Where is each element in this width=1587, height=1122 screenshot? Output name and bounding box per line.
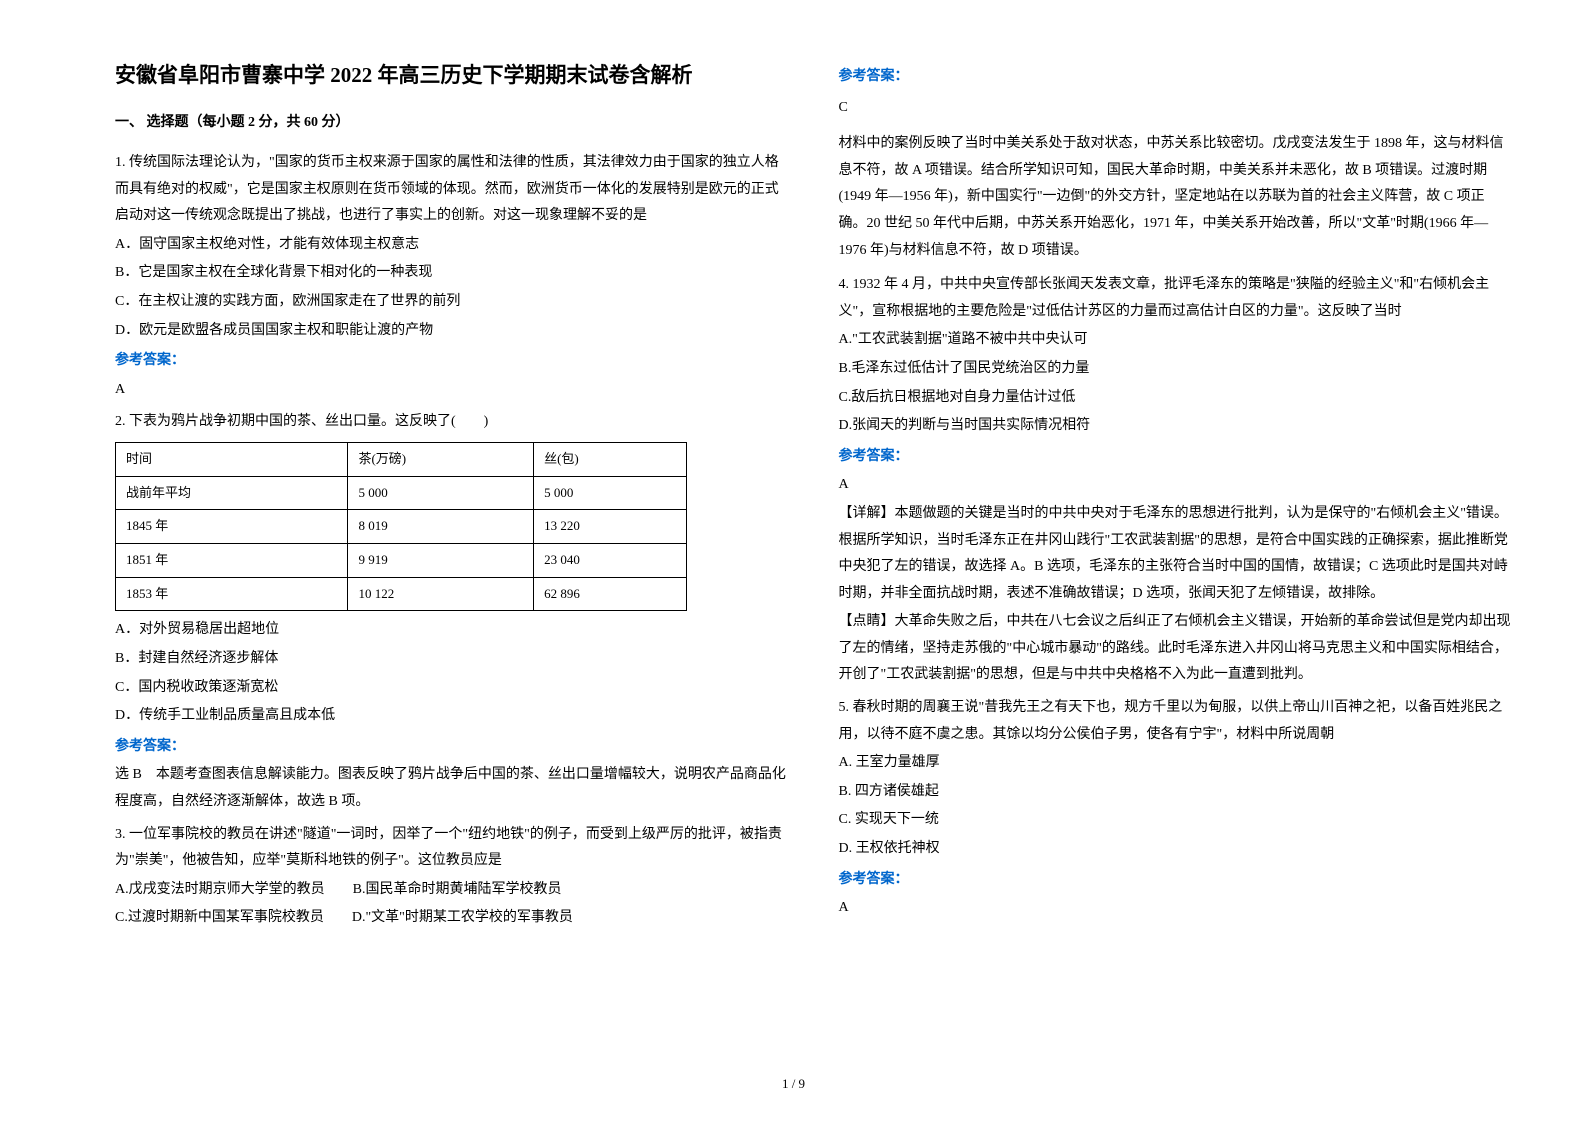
table-row: 战前年平均 5 000 5 000 bbox=[116, 476, 687, 510]
table-cell: 23 040 bbox=[534, 544, 687, 578]
q4-stem: 4. 1932 年 4 月，中共中央宣传部长张闻天发表文章，批评毛泽东的策略是"… bbox=[839, 272, 1513, 325]
table-cell: 1851 年 bbox=[116, 544, 348, 578]
page-number: 1 / 9 bbox=[782, 1072, 805, 1097]
table-cell: 茶(万磅) bbox=[348, 443, 534, 477]
right-column: 参考答案： C 材料中的案例反映了当时中美关系处于敌对状态，中苏关系比较密切。戊… bbox=[814, 60, 1538, 1082]
q4-opt-a: A."工农武装割据"道路不被中共中央认可 bbox=[839, 327, 1513, 354]
q5-opt-a: A. 王室力量雄厚 bbox=[839, 750, 1513, 777]
table-cell: 时间 bbox=[116, 443, 348, 477]
q2-opt-a: A．对外贸易稳居出超地位 bbox=[115, 617, 789, 644]
q5-stem: 5. 春秋时期的周襄王说"昔我先王之有天下也，规方千里以为甸服，以供上帝山川百神… bbox=[839, 695, 1513, 748]
q2-table: 时间 茶(万磅) 丝(包) 战前年平均 5 000 5 000 1845 年 8… bbox=[115, 442, 687, 611]
table-row: 1845 年 8 019 13 220 bbox=[116, 510, 687, 544]
table-cell: 13 220 bbox=[534, 510, 687, 544]
table-cell: 5 000 bbox=[348, 476, 534, 510]
answer-label: 参考答案： bbox=[839, 867, 1513, 894]
q1-opt-a: A．固守国家主权绝对性，才能有效体现主权意志 bbox=[115, 232, 789, 259]
q4-opt-d: D.张闻天的判断与当时国共实际情况相符 bbox=[839, 413, 1513, 440]
table-cell: 8 019 bbox=[348, 510, 534, 544]
question-3: 3. 一位军事院校的教员在讲述"隧道"一词时，因举了一个"纽约地铁"的例子，而受… bbox=[115, 822, 789, 932]
table-header-row: 时间 茶(万磅) 丝(包) bbox=[116, 443, 687, 477]
section-header: 一、 选择题（每小题 2 分，共 60 分） bbox=[115, 110, 789, 137]
q5-answer: A bbox=[839, 895, 1513, 922]
table-row: 1851 年 9 919 23 040 bbox=[116, 544, 687, 578]
q1-opt-c: C．在主权让渡的实践方面，欧洲国家走在了世界的前列 bbox=[115, 289, 789, 316]
q5-opt-c: C. 实现天下一统 bbox=[839, 807, 1513, 834]
q5-opt-b: B. 四方诸侯雄起 bbox=[839, 779, 1513, 806]
table-cell: 1845 年 bbox=[116, 510, 348, 544]
table-cell: 62 896 bbox=[534, 577, 687, 611]
question-1: 1. 传统国际法理论认为，"国家的货币主权来源于国家的属性和法律的性质，其法律效… bbox=[115, 150, 789, 403]
answer-label: 参考答案： bbox=[839, 444, 1513, 471]
table-cell: 5 000 bbox=[534, 476, 687, 510]
table-cell: 10 122 bbox=[348, 577, 534, 611]
q3-explain: 材料中的案例反映了当时中美关系处于敌对状态，中苏关系比较密切。戊戌变法发生于 1… bbox=[839, 131, 1513, 264]
q1-answer: A bbox=[115, 377, 789, 404]
question-2: 2. 下表为鸦片战争初期中国的茶、丝出口量。这反映了( ) 时间 茶(万磅) 丝… bbox=[115, 409, 789, 815]
question-4: 4. 1932 年 4 月，中共中央宣传部长张闻天发表文章，批评毛泽东的策略是"… bbox=[839, 272, 1513, 689]
q3-opt-ab: A.戊戌变法时期京师大学堂的教员 B.国民革命时期黄埔陆军学校教员 bbox=[115, 877, 789, 904]
table-cell: 1853 年 bbox=[116, 577, 348, 611]
q2-opt-b: B．封建自然经济逐步解体 bbox=[115, 646, 789, 673]
answer-label: 参考答案： bbox=[115, 734, 789, 761]
q4-detail: 【详解】本题做题的关键是当时的中共中央对于毛泽东的思想进行批判，认为是保守的"右… bbox=[839, 501, 1513, 607]
q2-opt-c: C．国内税收政策逐渐宽松 bbox=[115, 675, 789, 702]
q3-answer: C bbox=[839, 95, 1513, 122]
q4-answer: A bbox=[839, 472, 1513, 499]
q3-stem: 3. 一位军事院校的教员在讲述"隧道"一词时，因举了一个"纽约地铁"的例子，而受… bbox=[115, 822, 789, 875]
q4-opt-b: B.毛泽东过低估计了国民党统治区的力量 bbox=[839, 356, 1513, 383]
q4-opt-c: C.敌后抗日根据地对自身力量估计过低 bbox=[839, 385, 1513, 412]
q4-dianjing: 【点睛】大革命失败之后，中共在八七会议之后纠正了右倾机会主义错误，开始新的革命尝… bbox=[839, 609, 1513, 689]
table-cell: 9 919 bbox=[348, 544, 534, 578]
table-cell: 战前年平均 bbox=[116, 476, 348, 510]
table-cell: 丝(包) bbox=[534, 443, 687, 477]
q2-stem: 2. 下表为鸦片战争初期中国的茶、丝出口量。这反映了( ) bbox=[115, 409, 789, 436]
left-column: 安徽省阜阳市曹寨中学 2022 年高三历史下学期期末试卷含解析 一、 选择题（每… bbox=[90, 60, 814, 1082]
q2-opt-d: D．传统手工业制品质量高且成本低 bbox=[115, 703, 789, 730]
q1-stem: 1. 传统国际法理论认为，"国家的货币主权来源于国家的属性和法律的性质，其法律效… bbox=[115, 150, 789, 230]
q3-opt-cd: C.过渡时期新中国某军事院校教员 D."文革"时期某工农学校的军事教员 bbox=[115, 905, 789, 932]
q5-opt-d: D. 王权依托神权 bbox=[839, 836, 1513, 863]
table-row: 1853 年 10 122 62 896 bbox=[116, 577, 687, 611]
question-5: 5. 春秋时期的周襄王说"昔我先王之有天下也，规方千里以为甸服，以供上帝山川百神… bbox=[839, 695, 1513, 922]
q1-opt-d: D．欧元是欧盟各成员国国家主权和职能让渡的产物 bbox=[115, 318, 789, 345]
answer-label: 参考答案： bbox=[115, 348, 789, 375]
q2-answer-text: 选 B 本题考查图表信息解读能力。图表反映了鸦片战争后中国的茶、丝出口量增幅较大… bbox=[115, 762, 789, 815]
document-title: 安徽省阜阳市曹寨中学 2022 年高三历史下学期期末试卷含解析 bbox=[115, 60, 789, 92]
q1-opt-b: B．它是国家主权在全球化背景下相对化的一种表现 bbox=[115, 260, 789, 287]
answer-label: 参考答案： bbox=[839, 64, 1513, 91]
